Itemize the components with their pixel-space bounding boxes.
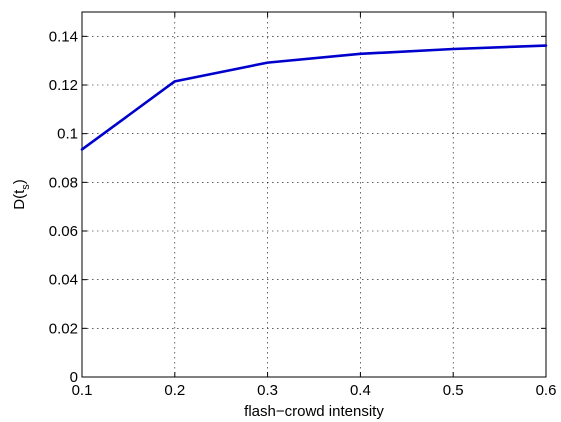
y-tick-label: 0: [70, 369, 78, 386]
y-axis-label: D(ts): [11, 179, 32, 210]
x-tick-label: 0.2: [164, 382, 185, 399]
x-axis-label: flash−crowd intensity: [244, 403, 384, 420]
x-tick-label: 0.5: [443, 382, 464, 399]
y-tick-label: 0.14: [49, 28, 78, 45]
series-layer: [80, 44, 548, 151]
x-tick-label: 0.6: [536, 382, 557, 399]
tick-labels: 0.1 0.2 0.3 0.4 0.5 0.6 0 0.02 0.04 0.06 0.08 0.1 0.…: [49, 28, 557, 399]
x-tick-label: 0.4: [350, 382, 371, 399]
y-axis-label-subscript: s: [20, 184, 32, 190]
axis-ticks: [81, 12, 547, 378]
grid-lines: [82, 12, 546, 377]
y-tick-label: 0.08: [49, 174, 78, 191]
series-line: [80, 44, 548, 151]
y-axis-label-close: ): [11, 179, 28, 184]
y-tick-label: 0.12: [49, 77, 78, 94]
plot-area-frame: [81, 11, 547, 378]
x-tick-label: 0.3: [257, 382, 278, 399]
y-tick-label: 0.02: [49, 320, 78, 337]
y-tick-label: 0.1: [57, 126, 78, 143]
y-axis-label-main: D(t: [11, 189, 28, 210]
y-tick-label: 0.04: [49, 272, 78, 289]
x-tick-label: 0.1: [72, 382, 93, 399]
y-tick-label: 0.06: [49, 223, 78, 240]
